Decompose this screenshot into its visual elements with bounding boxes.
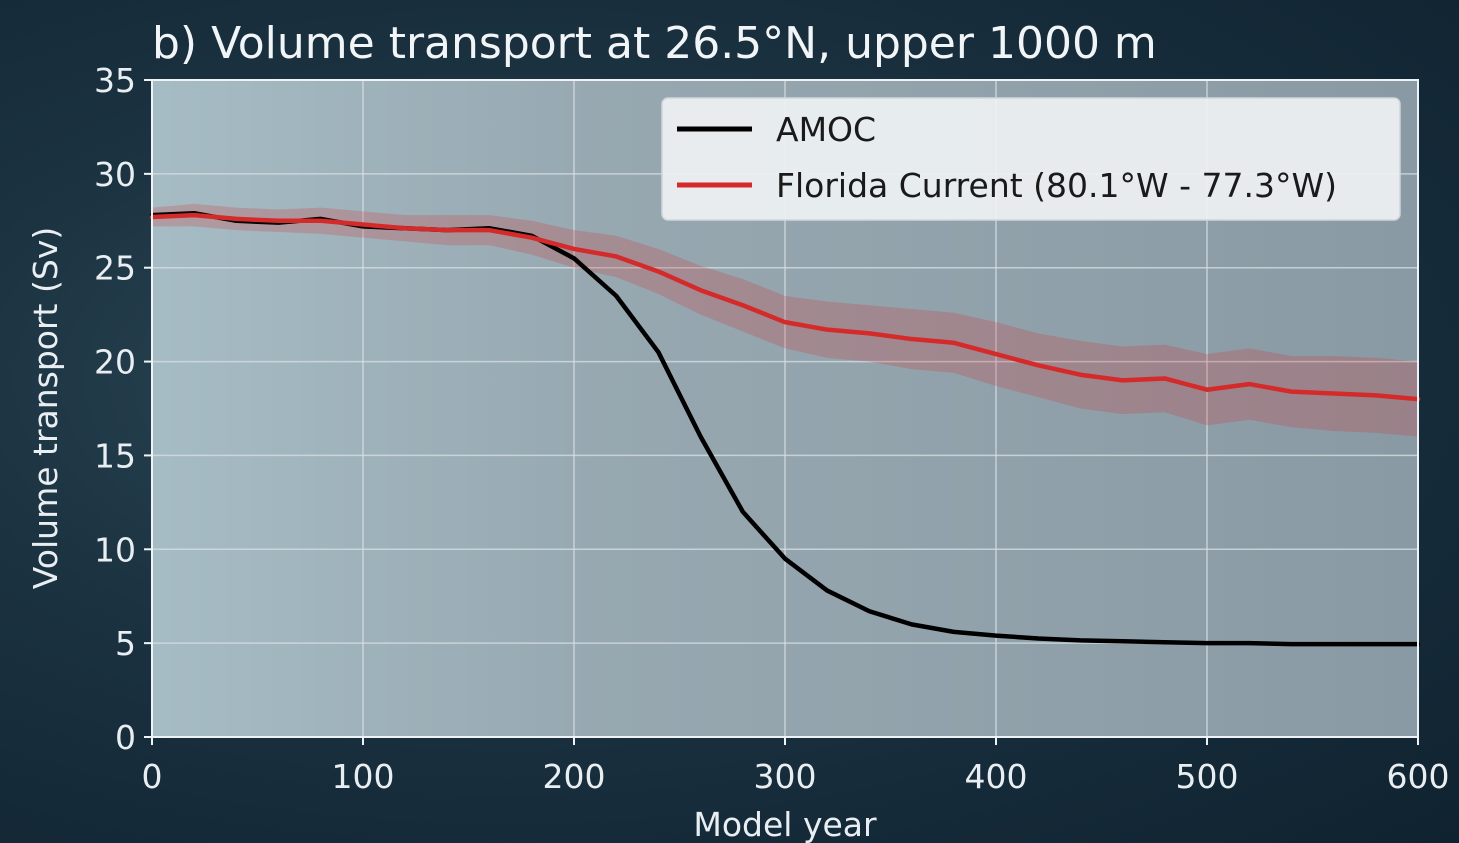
- series-line-1: [149, 212, 1421, 402]
- chart-title: b) Volume transport at 26.5°N, upper 100…: [152, 18, 1157, 69]
- legend: AMOC Florida Current (80.1°W - 77.3°W): [661, 97, 1401, 221]
- y-tick-label: 30: [94, 155, 136, 194]
- y-tick-labels: 0 5 10 15 20 25 30 35: [94, 61, 136, 757]
- x-tick-label: 0: [142, 757, 163, 796]
- y-tick-label: 25: [94, 249, 136, 288]
- legend-box: [661, 97, 1401, 221]
- x-tick-label: 500: [1176, 757, 1239, 796]
- series-lines: [149, 211, 1421, 647]
- ticks: [144, 79, 1419, 745]
- legend-label-florida-current: Florida Current (80.1°W - 77.3°W): [776, 166, 1337, 205]
- x-tick-labels: 0 100 200 300 400 500 600: [142, 757, 1450, 796]
- y-axis-label: Volume transport (Sv): [26, 227, 65, 589]
- y-tick-label: 0: [115, 718, 136, 757]
- y-tick-label: 5: [115, 624, 136, 663]
- x-axis-label: Model year: [693, 805, 877, 843]
- y-tick-label: 20: [94, 343, 136, 382]
- legend-label-amoc: AMOC: [776, 110, 876, 149]
- x-tick-label: 200: [543, 757, 606, 796]
- x-tick-label: 600: [1387, 757, 1450, 796]
- x-tick-label: 300: [754, 757, 817, 796]
- x-tick-label: 100: [332, 757, 395, 796]
- x-tick-label: 400: [965, 757, 1028, 796]
- y-tick-label: 10: [94, 530, 136, 569]
- y-tick-label: 35: [94, 61, 136, 100]
- y-tick-label: 15: [94, 436, 136, 475]
